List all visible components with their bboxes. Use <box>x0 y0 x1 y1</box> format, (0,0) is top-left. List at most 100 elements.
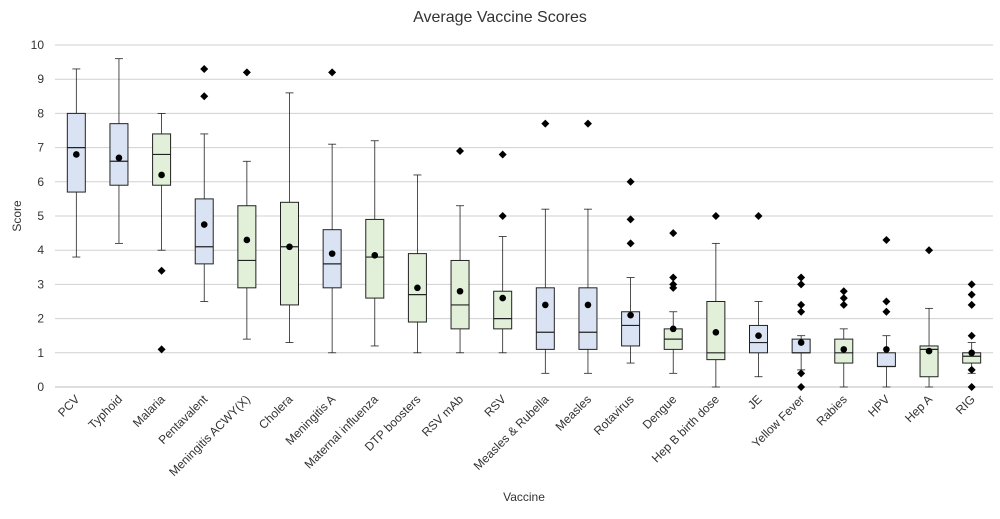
outlier-rig-0 <box>967 280 976 289</box>
box-measles <box>578 119 598 374</box>
box-body-hep-a <box>919 345 939 378</box>
x-tick-label-rsv-mab: RSV mAb <box>419 392 466 439</box>
box-body-rsv <box>493 290 513 330</box>
outlier-rabies-1 <box>839 294 848 303</box>
outlier-measles-0 <box>583 119 592 128</box>
box-hep-b-birth-dose <box>706 212 726 388</box>
box-body-je <box>749 324 768 354</box>
box-body-maternal-influenza <box>365 218 385 299</box>
outlier-pentavalent-1 <box>200 92 209 101</box>
outlier-yellow-fever-4 <box>797 369 806 378</box>
outlier-malaria-1 <box>157 345 166 354</box>
mean-marker-rig <box>968 349 975 357</box>
x-tick-label-pcv: PCV <box>55 392 82 419</box>
mean-marker-cholera <box>286 243 293 251</box>
x-tick-label-typhoid: Typhoid <box>85 392 125 432</box>
outlier-rig-4 <box>967 365 976 374</box>
y-tick-label-2: 2 <box>37 312 44 326</box>
box-rabies <box>834 287 854 388</box>
outlier-rsv-mab-0 <box>456 147 465 156</box>
box-meningitis-acwy-x <box>237 68 257 340</box>
outlier-rabies-2 <box>839 300 848 309</box>
box-dtp-boosters <box>407 174 427 354</box>
y-axis-label: Score <box>10 200 24 232</box>
box-je <box>749 212 768 378</box>
outlier-dengue-3 <box>669 283 678 292</box>
box-body-malaria <box>152 133 172 186</box>
outlier-meningitis-a-0 <box>328 68 337 77</box>
x-tick-label-cholera: Cholera <box>256 392 296 432</box>
outlier-hpv-1 <box>882 297 891 306</box>
mean-marker-maternal-influenza <box>371 252 379 259</box>
box-cholera <box>280 92 299 343</box>
mean-marker-rsv-mab <box>456 287 464 295</box>
y-tick-label-7: 7 <box>37 141 44 155</box>
outlier-yellow-fever-2 <box>797 300 806 309</box>
box-measles-rubella <box>535 119 555 374</box>
chart-title: Average Vaccine Scores <box>413 9 587 26</box>
box-body-typhoid <box>109 123 129 186</box>
mean-marker-yellow-fever <box>797 339 805 346</box>
mean-marker-measles-rubella <box>542 301 549 309</box>
box-dengue <box>663 229 683 374</box>
mean-marker-je <box>755 332 762 340</box>
mean-marker-meningitis-acwy-x <box>243 236 251 244</box>
x-tick-label-maternal-influenza: Maternal influenza <box>302 392 381 471</box>
outlier-rotavirus-0 <box>626 177 635 186</box>
x-tick-label-hpv: HPV <box>865 392 892 419</box>
box-body-measles <box>578 287 598 350</box>
mean-marker-hep-a <box>925 347 933 355</box>
outlier-hpv-2 <box>882 307 891 316</box>
outlier-yellow-fever-5 <box>797 383 806 391</box>
box-rig <box>962 280 982 391</box>
y-tick-label-10: 10 <box>31 38 45 52</box>
mean-marker-rotavirus <box>627 311 634 319</box>
box-body-rsv-mab <box>450 259 470 330</box>
mean-marker-meningitis-a <box>328 250 336 257</box>
box-body-measles-rubella <box>535 287 555 350</box>
mean-marker-pcv <box>73 151 80 158</box>
outlier-pentavalent-0 <box>200 64 209 73</box>
outlier-malaria-0 <box>157 266 166 275</box>
box-maternal-influenza <box>365 140 385 347</box>
y-tick-label-8: 8 <box>37 106 44 120</box>
outlier-yellow-fever-1 <box>797 280 806 289</box>
mean-marker-dengue <box>669 325 677 333</box>
box-meningitis-a <box>322 68 342 354</box>
mean-marker-rabies <box>840 346 848 353</box>
box-hpv <box>876 235 896 388</box>
outlier-je-0 <box>754 212 763 220</box>
x-tick-label-dengue: Dengue <box>640 392 680 432</box>
y-tick-label-9: 9 <box>37 72 44 86</box>
box-body-meningitis-a <box>322 229 342 289</box>
box-pcv <box>66 68 86 258</box>
y-tick-label-5: 5 <box>37 209 44 223</box>
outlier-yellow-fever-3 <box>797 307 806 316</box>
box-yellow-fever <box>791 273 811 391</box>
box-rsv <box>493 150 513 354</box>
outlier-meningitis-acwy-x-0 <box>242 68 251 77</box>
outlier-rsv-0 <box>498 150 507 159</box>
box-rsv-mab <box>450 147 470 354</box>
outlier-dengue-1 <box>669 273 678 282</box>
box-body-rotavirus <box>621 311 641 347</box>
x-tick-label-hep-a: Hep A <box>902 392 935 425</box>
x-tick-label-meningitis-acwy-x: Meningitis ACWY(X) <box>166 392 253 479</box>
outlier-dengue-0 <box>669 229 678 238</box>
mean-marker-hep-b-birth-dose <box>712 328 720 336</box>
y-tick-label-0: 0 <box>37 380 44 394</box>
outlier-rig-1 <box>967 290 976 299</box>
outlier-rotavirus-1 <box>626 215 635 224</box>
outlier-rotavirus-2 <box>626 239 635 248</box>
box-body-meningitis-acwy-x <box>237 205 257 289</box>
y-tick-label-3: 3 <box>37 277 44 291</box>
mean-marker-pentavalent <box>200 221 208 228</box>
outlier-measles-rubella-0 <box>541 119 550 128</box>
mean-marker-hpv <box>883 346 890 353</box>
outlier-rig-2 <box>967 300 976 309</box>
outlier-hpv-0 <box>882 235 891 244</box>
box-body-pentavalent <box>194 198 214 265</box>
mean-marker-malaria <box>158 171 165 179</box>
x-tick-label-measles-rubella: Measles & Rubella <box>471 392 552 473</box>
